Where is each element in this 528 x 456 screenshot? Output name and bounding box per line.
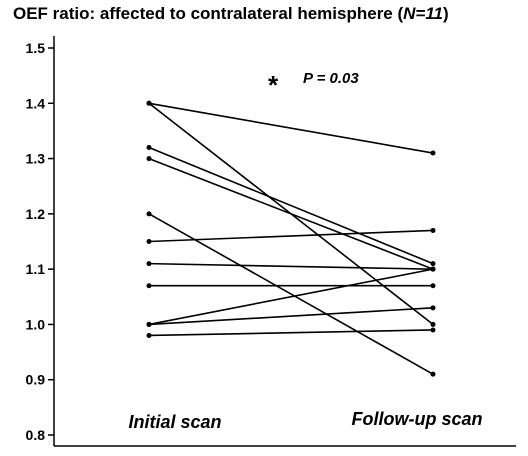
significance-star: * bbox=[268, 70, 279, 100]
data-point bbox=[430, 305, 436, 311]
subject-line-4 bbox=[148, 157, 434, 270]
y-tick-label: 1.1 bbox=[26, 261, 46, 277]
data-point bbox=[146, 145, 152, 151]
y-tick-label: 0.8 bbox=[26, 427, 46, 443]
subject-line-11 bbox=[148, 329, 434, 337]
category-label-followup: Follow-up scan bbox=[351, 409, 482, 429]
subject-line-10 bbox=[148, 307, 434, 326]
data-point bbox=[430, 261, 436, 267]
category-label-initial: Initial scan bbox=[128, 412, 221, 432]
series-lines bbox=[148, 102, 434, 375]
subject-line-9 bbox=[148, 268, 434, 326]
subject-line-3 bbox=[148, 146, 434, 265]
y-tick-label: 0.9 bbox=[26, 372, 46, 388]
data-point bbox=[146, 100, 152, 106]
subject-line-1 bbox=[148, 102, 434, 154]
data-point bbox=[146, 321, 152, 327]
data-point bbox=[146, 211, 152, 217]
y-tick-label: 1.5 bbox=[26, 40, 46, 56]
chart-title-suffix: ) bbox=[443, 4, 449, 23]
data-point bbox=[146, 239, 152, 244]
subject-line-6 bbox=[148, 229, 434, 243]
data-point bbox=[430, 227, 436, 233]
data-point bbox=[430, 266, 436, 272]
data-point bbox=[146, 261, 152, 267]
p-value-annotation: P = 0.03 bbox=[303, 70, 359, 87]
data-point bbox=[430, 371, 436, 377]
data-point bbox=[430, 327, 436, 333]
data-point bbox=[146, 283, 152, 289]
y-tick-label: 1.4 bbox=[26, 95, 46, 111]
subject-line-5 bbox=[148, 213, 434, 375]
chart-title-n: N=11 bbox=[403, 4, 444, 23]
data-point bbox=[146, 332, 152, 338]
data-point bbox=[430, 321, 436, 327]
data-point bbox=[430, 283, 436, 289]
data-points bbox=[146, 100, 436, 377]
y-axis-ticks: 0.8 0.9 1.0 1.1 1.2 1.3 1.4 1.5 bbox=[26, 40, 54, 443]
chart-title: OEF ratio: affected to contralateral hem… bbox=[13, 4, 449, 24]
subject-line-7 bbox=[148, 262, 434, 270]
data-point bbox=[146, 156, 152, 162]
chart-title-prefix: OEF ratio: affected to contralateral hem… bbox=[13, 4, 404, 23]
y-tick-label: 1.3 bbox=[26, 151, 46, 167]
y-tick-label: 1.2 bbox=[26, 206, 46, 222]
data-point bbox=[430, 150, 436, 156]
y-tick-label: 1.0 bbox=[26, 316, 46, 332]
